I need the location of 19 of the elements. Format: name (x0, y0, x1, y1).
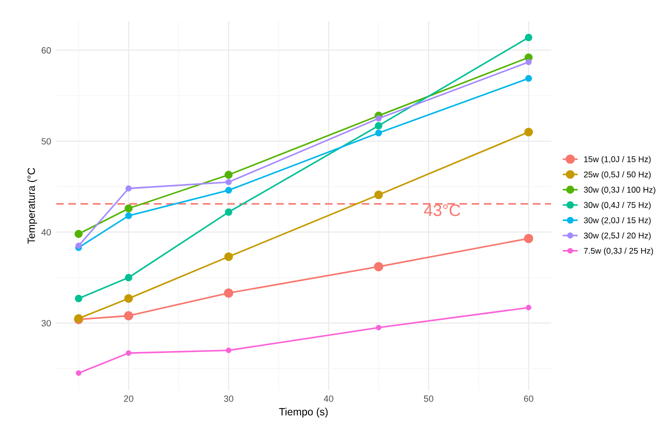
legend-label: 30w (2,5J / 20 Hz) (584, 232, 651, 240)
y-tick-label: 40 (41, 229, 51, 236)
x-tick-label: 50 (424, 395, 434, 402)
x-tick-label: 20 (124, 395, 134, 402)
legend-label: 30w (2,0J / 15 Hz) (584, 217, 651, 225)
y-axis-title: Temperatura (°C (27, 168, 38, 244)
x-axis-title: Tiempo (s) (279, 408, 328, 418)
ref-line-label: 43°C (424, 204, 460, 216)
x-tick-label: 30 (224, 395, 234, 402)
legend-label: 15w (1,0J / 15 Hz) (584, 156, 651, 164)
y-tick-label: 30 (42, 320, 51, 326)
legend-label: 30w (0,4J / 75 Hz) (584, 202, 651, 210)
legend-label: 30w (0,3J / 100 Hz) (584, 186, 656, 194)
y-tick-label: 60 (42, 47, 51, 54)
legend-label: 7.5w (0,3J / 25 Hz) (584, 248, 653, 256)
legend-label: 25w (0,5J / 50 Hz) (584, 171, 651, 180)
x-tick-label: 40 (324, 395, 334, 402)
y-tick-label: 50 (42, 138, 51, 145)
x-tick-label: 60 (524, 395, 534, 402)
